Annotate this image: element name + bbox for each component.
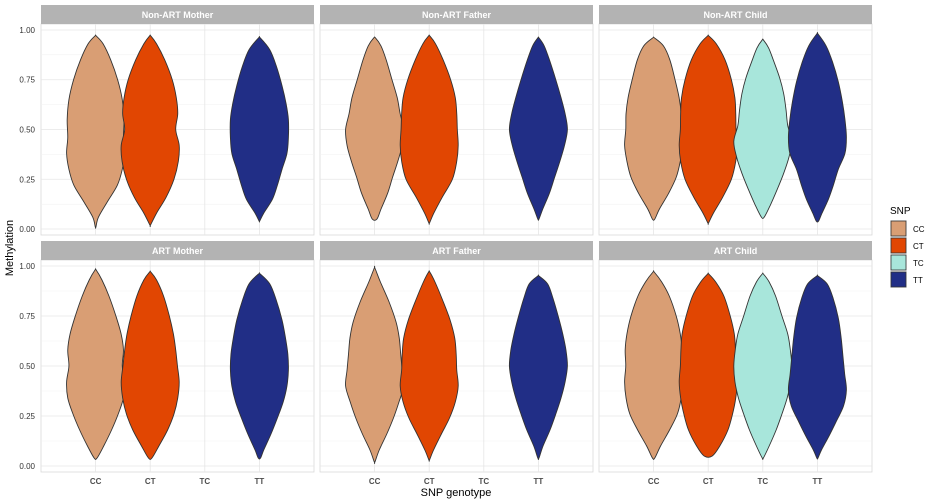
violin-ct (120, 34, 180, 227)
facet-panel: Non-ART Mother (40, 5, 315, 236)
facet-panel: ART Mother (40, 241, 315, 473)
y-tick-label: 0.25 (19, 412, 35, 421)
y-tick-label: 0.75 (19, 76, 35, 85)
legend-swatch-tc (890, 254, 907, 271)
facet-title: ART Child (714, 246, 758, 256)
violin-ct (399, 34, 459, 225)
facet-title: Non-ART Child (704, 10, 768, 20)
x-tick-label: CT (703, 477, 714, 486)
x-tick-label: CT (424, 477, 435, 486)
legend-label: TC (913, 259, 924, 268)
facet-strip (320, 5, 593, 24)
facet-title: ART Mother (152, 246, 203, 256)
violin-tt (229, 272, 289, 460)
y-tick-label: 1.00 (19, 262, 35, 271)
y-axis: 0.00 0.25 0.50 0.75 1.00 0.00 0.25 0.50 0.75 1.00 (19, 26, 35, 471)
y-tick-label: 0.50 (19, 362, 35, 371)
violin-ct (678, 272, 738, 458)
x-tick-label: TC (199, 477, 210, 486)
violin-cc (345, 265, 405, 464)
legend-swatch-ct (890, 237, 907, 254)
y-tick-label: 0.75 (19, 312, 35, 321)
x-axis: CC CT TC TT CC CT TC TT CC CT TC TT (90, 477, 823, 486)
facet-title: Non-ART Father (422, 10, 491, 20)
legend-label: CT (913, 242, 924, 251)
x-tick-label: TC (757, 477, 768, 486)
violin-tt (787, 274, 847, 460)
x-tick-label: CT (145, 477, 156, 486)
facet-panel: ART Child (598, 241, 873, 473)
violin-tt (229, 35, 290, 223)
facet-strip (41, 5, 314, 24)
facet-strip (320, 241, 593, 260)
x-tick-label: TT (534, 477, 544, 486)
y-tick-label: 0.00 (19, 225, 35, 234)
facet-title: Non-ART Mother (142, 10, 214, 20)
violin-cc (345, 36, 405, 221)
x-tick-label: TT (813, 477, 823, 486)
violin-tt (787, 32, 847, 223)
y-tick-label: 1.00 (19, 26, 35, 35)
legend-title: SNP (890, 206, 911, 217)
legend-swatch-cc (890, 220, 907, 237)
facet-panel: Non-ART Child (598, 5, 873, 236)
y-axis-title: Methylation (4, 220, 16, 276)
facet-strip (599, 241, 872, 260)
facet-strip (41, 241, 314, 260)
facet-panel: Non-ART Father (319, 5, 594, 236)
y-tick-label: 0.25 (19, 175, 35, 184)
violin-tt (508, 36, 568, 221)
facet-strip (599, 5, 872, 24)
x-tick-label: CC (369, 477, 381, 486)
legend: SNP CC CT TC TT (890, 206, 925, 288)
x-tick-label: TC (478, 477, 489, 486)
x-tick-label: CC (90, 477, 102, 486)
violin-tt (508, 274, 568, 460)
violin-ct (120, 270, 180, 460)
violin-ct (399, 270, 459, 462)
y-tick-label: 0.50 (19, 126, 35, 135)
x-axis-title: SNP genotype (421, 487, 492, 499)
facet-title: ART Father (432, 246, 481, 256)
legend-label: CC (913, 225, 925, 234)
panels-layer: Non-ART Mother Non-ART Father Non-ART Chil… (40, 5, 873, 473)
legend-swatch-tt (890, 271, 907, 288)
x-tick-label: CC (648, 477, 660, 486)
y-tick-label: 0.00 (19, 462, 35, 471)
x-tick-label: TT (255, 477, 265, 486)
legend-label: TT (913, 276, 923, 285)
facet-panel: ART Father (319, 241, 594, 473)
